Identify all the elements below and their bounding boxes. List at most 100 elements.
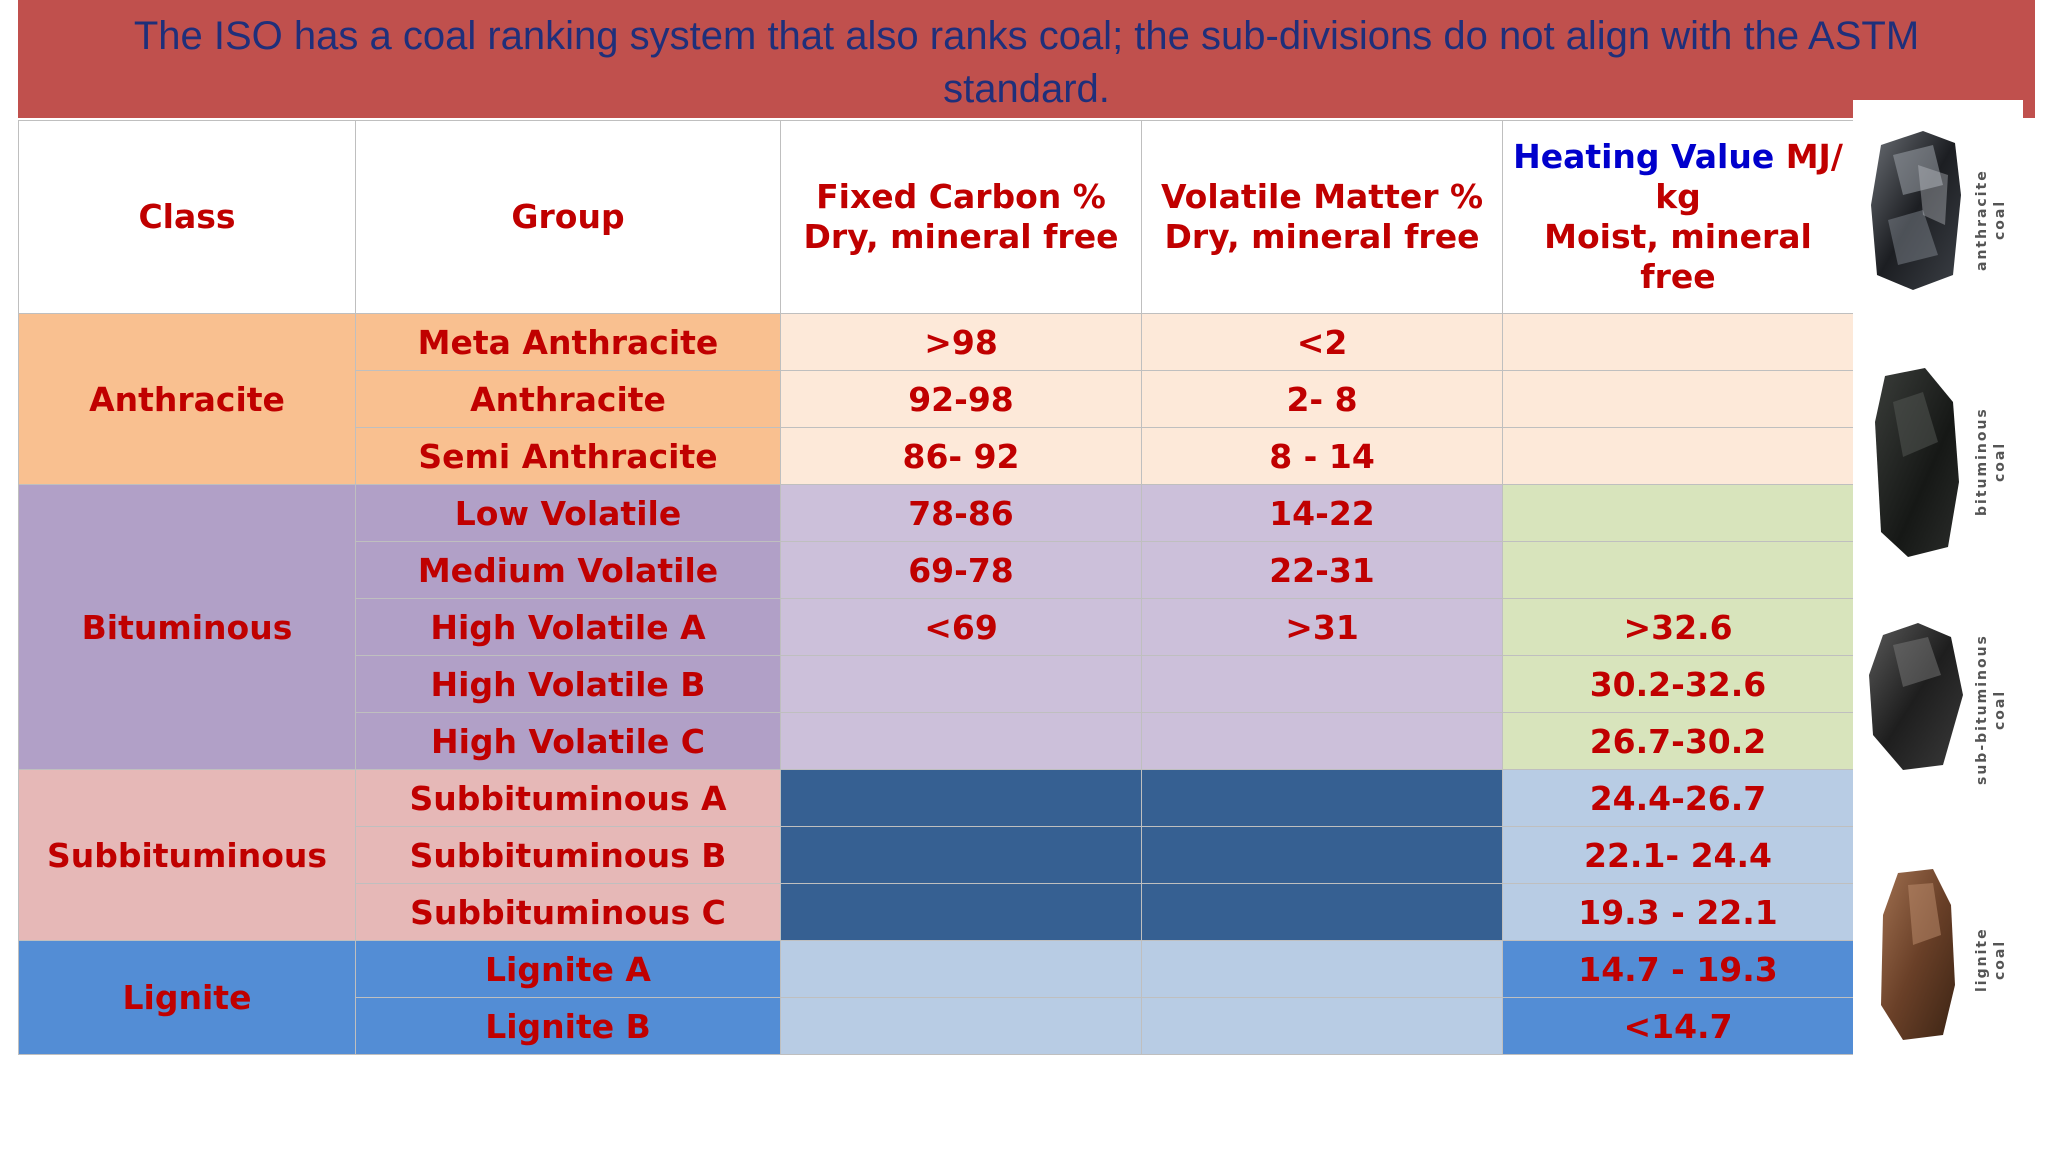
lignite-coal-image-icon — [1881, 869, 1955, 1040]
table-row: Bituminous Low Volatile 78-86 14-22 — [18, 484, 1854, 770]
group-cell: Low Volatile — [355, 484, 781, 542]
class-anthracite: Anthracite — [18, 313, 356, 485]
fixed-carbon-cell — [780, 997, 1142, 1055]
heating-cell — [1502, 313, 1854, 371]
group-cell: Anthracite — [355, 370, 781, 428]
fixed-carbon-cell — [780, 712, 1142, 770]
volatile-cell — [1141, 940, 1503, 998]
anthracite-label-line1: anthracite — [1974, 169, 1990, 271]
bituminous-coal-image-icon — [1875, 368, 1959, 557]
group-cell: High Volatile A — [355, 598, 781, 656]
volatile-cell: 8 - 14 — [1141, 427, 1503, 485]
volatile-cell: >31 — [1141, 598, 1503, 656]
table-row: Subbituminous B 22.1- 24.4 — [19, 826, 1854, 884]
fixed-carbon-cell: >98 — [780, 313, 1142, 371]
heating-cell: <14.7 — [1502, 997, 1854, 1055]
sub-bituminous-sample: sub-bituminous coal — [1853, 615, 2023, 805]
fixed-carbon-cell — [780, 655, 1142, 713]
table-row: Semi Anthracite 86- 92 8 - 14 — [19, 427, 1854, 485]
bituminous-label-line2: coal — [1992, 441, 2008, 483]
group-cell: Subbituminous A — [355, 769, 781, 827]
heating-cell: 14.7 - 19.3 — [1502, 940, 1854, 998]
table-row: Anthracite Meta Anthracite >98 <2 — [18, 313, 1854, 485]
banner-title: The ISO has a coal ranking system that a… — [133, 14, 1920, 111]
header-heating-line1: Heating Value MJ/ — [1503, 137, 1853, 177]
class-subbituminous: Subbituminous — [18, 769, 356, 941]
table-row: High Volatile A <69 >31 >32.6 — [19, 598, 1854, 656]
group-cell: Subbituminous B — [355, 826, 781, 884]
sub-bituminous-label-line1: sub-bituminous — [1974, 634, 1990, 786]
heating-cell — [1502, 427, 1854, 485]
header-heating-line2: kg — [1655, 177, 1701, 216]
fixed-carbon-cell: 86- 92 — [780, 427, 1142, 485]
volatile-cell — [1141, 769, 1503, 827]
fixed-carbon-cell — [780, 769, 1142, 827]
group-cell: High Volatile C — [355, 712, 781, 770]
volatile-cell — [1141, 655, 1503, 713]
heating-cell — [1502, 484, 1854, 542]
sub-bituminous-label: sub-bituminous coal — [1973, 615, 2013, 805]
class-lignite: Lignite — [18, 940, 356, 1055]
anthracite-sample: anthracite coal — [1853, 125, 2023, 315]
table-row: Subbituminous C 19.3 - 22.1 — [19, 883, 1854, 941]
header-heating-red: MJ/ — [1774, 137, 1843, 176]
fixed-carbon-cell — [780, 883, 1142, 941]
class-bituminous: Bituminous — [18, 484, 356, 770]
coal-samples-panel: anthracite coal bituminous coal — [1853, 100, 2023, 1100]
header-heating-blue: Heating Value — [1513, 137, 1775, 176]
lignite-label-line1: lignite — [1974, 927, 1990, 993]
sub-bituminous-label-line2: coal — [1992, 689, 2008, 731]
header-volatile-matter: Volatile Matter % Dry, mineral free — [1141, 120, 1503, 314]
volatile-cell — [1141, 712, 1503, 770]
header-group: Group — [355, 120, 781, 314]
fixed-carbon-cell: <69 — [780, 598, 1142, 656]
table-row: Medium Volatile 69-78 22-31 — [19, 541, 1854, 599]
sub-bituminous-coal-image-icon — [1869, 623, 1963, 770]
table-row: Anthracite 92-98 2- 8 — [19, 370, 1854, 428]
volatile-cell — [1141, 883, 1503, 941]
header-fixed-carbon: Fixed Carbon % Dry, mineral free — [780, 120, 1142, 314]
header-fixed-carbon-line1: Fixed Carbon % — [816, 177, 1106, 216]
heating-cell: 30.2-32.6 — [1502, 655, 1854, 713]
volatile-cell: <2 — [1141, 313, 1503, 371]
header-class: Class — [18, 120, 356, 314]
group-cell: Lignite B — [355, 997, 781, 1055]
bituminous-label-line1: bituminous — [1974, 407, 1990, 517]
lignite-label-line2: coal — [1992, 939, 2008, 981]
anthracite-label: anthracite coal — [1973, 155, 2013, 285]
heating-cell: 24.4-26.7 — [1502, 769, 1854, 827]
lignite-label: lignite coal — [1973, 895, 2013, 1025]
group-cell: Medium Volatile — [355, 541, 781, 599]
fixed-carbon-cell — [780, 940, 1142, 998]
iso-coal-ranking-table: Class Group Fixed Carbon % Dry, mineral … — [18, 120, 1854, 1055]
bituminous-label: bituminous coal — [1973, 397, 2013, 527]
group-cell: Lignite A — [355, 940, 781, 998]
table-row: Lignite B <14.7 — [19, 997, 1854, 1055]
header-heating-value: Heating Value MJ/ kg Moist, mineral free — [1502, 120, 1854, 314]
group-cell: High Volatile B — [355, 655, 781, 713]
header-heating-line3: Moist, mineral free — [1544, 217, 1812, 296]
header-volatile-line2: Dry, mineral free — [1164, 217, 1480, 256]
header-volatile-line1: Volatile Matter % — [1160, 177, 1484, 216]
heating-cell: 26.7-30.2 — [1502, 712, 1854, 770]
fixed-carbon-cell: 92-98 — [780, 370, 1142, 428]
heating-cell: >32.6 — [1502, 598, 1854, 656]
heating-cell — [1502, 370, 1854, 428]
volatile-cell: 22-31 — [1141, 541, 1503, 599]
group-cell: Meta Anthracite — [355, 313, 781, 371]
title-banner: The ISO has a coal ranking system that a… — [18, 0, 2035, 118]
fixed-carbon-cell — [780, 826, 1142, 884]
group-cell: Semi Anthracite — [355, 427, 781, 485]
heating-cell: 22.1- 24.4 — [1502, 826, 1854, 884]
header-row: Class Group Fixed Carbon % Dry, mineral … — [18, 120, 1854, 314]
group-cell: Subbituminous C — [355, 883, 781, 941]
anthracite-label-line2: coal — [1992, 199, 2008, 241]
volatile-cell — [1141, 997, 1503, 1055]
bituminous-sample: bituminous coal — [1853, 362, 2023, 562]
fixed-carbon-cell: 69-78 — [780, 541, 1142, 599]
fixed-carbon-cell: 78-86 — [780, 484, 1142, 542]
table-row: Subbituminous Subbituminous A 24.4-26.7 — [18, 769, 1854, 941]
header-fixed-carbon-line2: Dry, mineral free — [803, 217, 1119, 256]
table-row: Lignite Lignite A 14.7 - 19.3 — [18, 940, 1854, 1055]
anthracite-coal-image-icon — [1871, 131, 1961, 290]
